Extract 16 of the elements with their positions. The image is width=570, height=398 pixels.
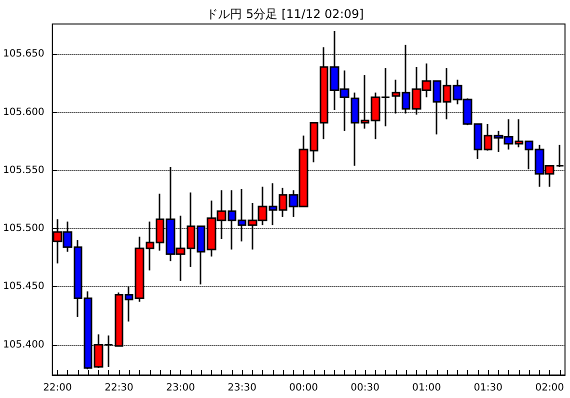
y-tick-label: 105.400 — [2, 339, 44, 350]
x-tick-label: 22:30 — [104, 382, 134, 394]
x-tick-label: 00:00 — [289, 382, 318, 394]
y-tick-label: 105.550 — [2, 164, 44, 176]
x-tick-label: 23:00 — [166, 382, 195, 394]
y-tick-label: 105.600 — [2, 106, 44, 118]
x-tick-label: 01:00 — [412, 382, 441, 394]
x-tick-label: 22:00 — [43, 382, 72, 394]
y-tick-label: 105.450 — [2, 281, 44, 292]
x-tick-label: 00:30 — [350, 382, 380, 394]
x-tick-label: 23:30 — [228, 382, 256, 394]
x-tick-label: 01:30 — [474, 382, 503, 394]
y-tick-label: 105.650 — [2, 48, 44, 60]
x-tick-label: 02:00 — [535, 382, 564, 394]
chart-title: ドル円 5分足 [11/12 02:09] — [206, 7, 364, 21]
y-tick-label: 105.500 — [2, 223, 44, 234]
